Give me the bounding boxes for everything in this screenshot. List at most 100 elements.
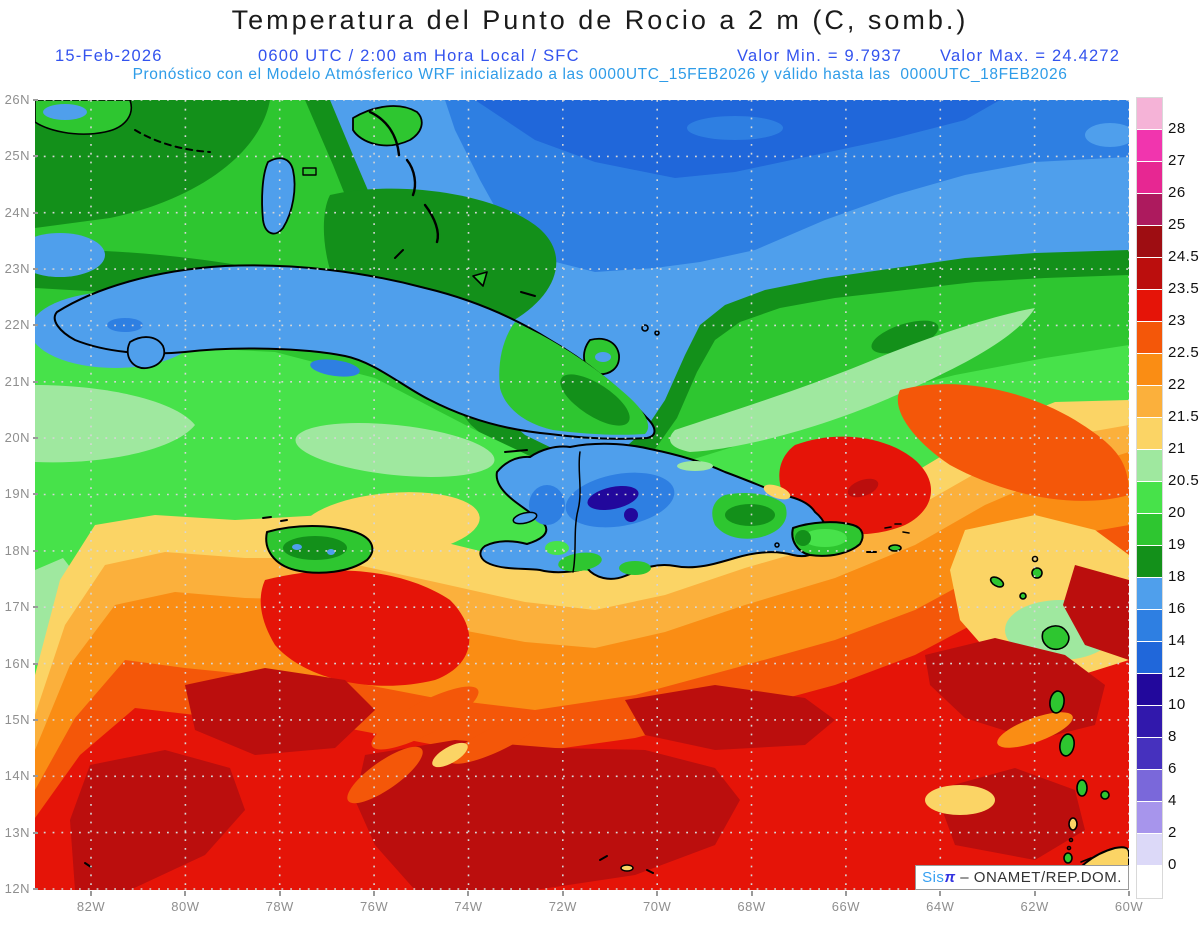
lat-label: 16N [4, 655, 30, 671]
colorbar-label: 23 [1168, 312, 1186, 329]
lat-tick [33, 549, 38, 552]
colorbar-segment [1137, 642, 1162, 674]
lat-tick [33, 268, 38, 271]
haiti-dr-border [572, 451, 581, 573]
colorbar-segment [1137, 866, 1162, 898]
lat-label: 13N [4, 824, 30, 840]
colorbar-label: 18 [1168, 568, 1186, 585]
red-band [35, 568, 1129, 890]
value-min: Valor Min. = 9.7937 [737, 47, 903, 65]
lon-label: 82W [76, 899, 106, 914]
colorbar [1136, 97, 1163, 899]
lat-label: 17N [4, 599, 30, 615]
tortuga-islet [504, 449, 528, 453]
dewpoint-contour-map [15, 99, 1135, 891]
colorbar-segment [1137, 290, 1162, 322]
colorbar-segment [1137, 322, 1162, 354]
lon-label: 78W [265, 899, 294, 914]
lon-tick [467, 891, 470, 896]
abc-islands [599, 855, 654, 874]
colorbar-segment [1137, 226, 1162, 258]
lon-tick [561, 891, 564, 896]
lat-label: 19N [4, 486, 30, 502]
colorbar-segment [1137, 802, 1162, 834]
lat-tick [33, 493, 38, 496]
colorbar-segment [1137, 546, 1162, 578]
lat-label: 15N [4, 711, 30, 727]
colorbar-label: 22 [1168, 376, 1186, 393]
lat-label: 18N [4, 542, 30, 558]
colorbar-label: 28 [1168, 120, 1186, 137]
lon-tick [1033, 891, 1036, 896]
lat-tick [33, 887, 38, 890]
lat-label: 23N [4, 261, 30, 277]
lat-tick [33, 831, 38, 834]
gonave-island [512, 511, 538, 525]
lon-label: 64W [926, 899, 955, 914]
forecast-time: 0600 UTC / 2:00 am Hora Local / SFC [258, 47, 580, 65]
virgin-islands [884, 523, 910, 552]
colorbar-label: 12 [1168, 664, 1186, 681]
lat-label: 25N [4, 148, 30, 164]
model-info-line: Pronóstico con el Modelo Atmósferico WRF… [132, 66, 1068, 83]
cayman-islands [262, 516, 288, 522]
colorbar-segment [1137, 738, 1162, 770]
colorbar-label: 4 [1168, 792, 1177, 809]
page-title: Temperatura del Punto de Rocio a 2 m (C,… [231, 5, 969, 35]
lat-tick [33, 324, 38, 327]
lon-tick [373, 891, 376, 896]
colorbar-label: 20 [1168, 504, 1186, 521]
orange-red-streak-right [897, 384, 1129, 501]
lon-label: 68W [737, 899, 766, 914]
colorbar-segment [1137, 770, 1162, 802]
lon-label: 80W [171, 899, 200, 914]
lon-label: 76W [359, 899, 389, 914]
isle-of-youth [126, 336, 166, 369]
lesser-antilles [989, 555, 1110, 864]
colorbar-label: 2 [1168, 824, 1177, 841]
colorbar-label: 27 [1168, 152, 1186, 169]
lon-tick [656, 891, 659, 896]
graticule-gridlines [35, 99, 1130, 890]
colorbar-label: 0 [1168, 856, 1177, 873]
lat-label: 22N [4, 317, 30, 333]
colorbar-segment [1137, 514, 1162, 546]
lon-label: 70W [643, 899, 672, 914]
lat-tick [33, 380, 38, 383]
lon-label: 60W [1114, 899, 1144, 914]
colorbar-segment [1137, 354, 1162, 386]
colorbar-label: 23.5 [1168, 280, 1200, 297]
colorbar-label: 16 [1168, 600, 1186, 617]
value-max: Valor Max. = 24.4272 [940, 47, 1121, 65]
colorbar-segment [1137, 578, 1162, 610]
lon-tick [90, 891, 92, 896]
puerto-rico-island [774, 521, 877, 557]
colorbar-label: 14 [1168, 632, 1186, 649]
lon-tick [939, 891, 942, 896]
lon-tick [844, 891, 847, 896]
cuba-island [53, 264, 656, 440]
attribution-box: Sisπ – ONAMET/REP.DOM. [915, 865, 1129, 890]
lat-tick [33, 718, 38, 721]
colorbar-segment [1137, 706, 1162, 738]
forecast-date: 15-Feb-2026 [55, 47, 163, 65]
florida-tip [34, 99, 211, 153]
lat-label: 21N [4, 373, 30, 389]
colorbar-segment [1137, 674, 1162, 706]
lat-tick [33, 99, 38, 101]
lat-tick [33, 437, 38, 440]
colorbar-segment [1137, 386, 1162, 418]
colorbar-segment [1137, 258, 1162, 290]
lat-tick [33, 662, 38, 665]
colorbar-label: 21 [1168, 440, 1186, 457]
attribution-pi-logo: π [944, 869, 956, 886]
lat-tick [33, 211, 38, 214]
colorbar-segment [1137, 482, 1162, 514]
dark-red-cores [70, 565, 1129, 890]
colorbar-segment [1137, 418, 1162, 450]
lat-tick [33, 155, 38, 158]
lon-tick [184, 891, 187, 896]
colorbar-segment [1137, 130, 1162, 162]
attribution-text: – ONAMET/REP.DOM. [955, 869, 1122, 886]
